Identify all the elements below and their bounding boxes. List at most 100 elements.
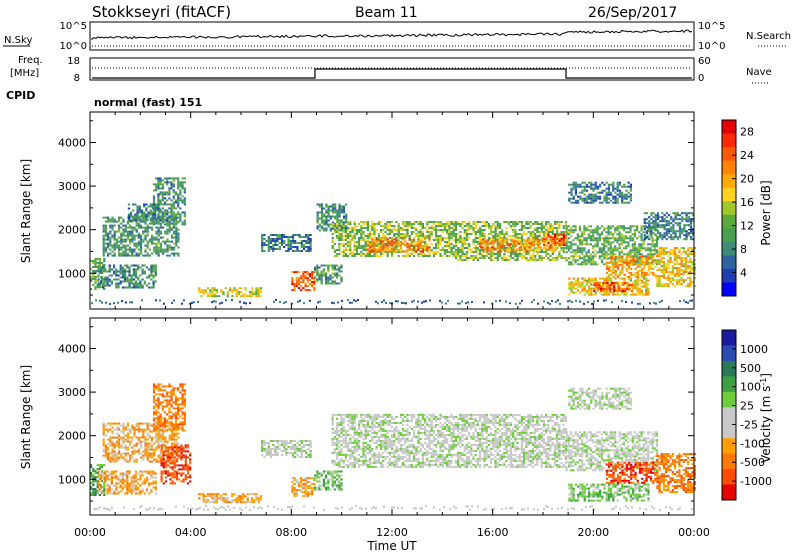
heatmap-cell	[510, 257, 512, 259]
heatmap-cell	[581, 290, 583, 292]
heatmap-cell	[391, 221, 393, 223]
heatmap-cell	[686, 218, 688, 220]
heatmap-cell	[422, 233, 424, 235]
heatmap-cell	[130, 216, 132, 218]
heatmap-cell	[555, 246, 557, 248]
heatmap-cell	[179, 215, 181, 217]
heatmap-cell	[656, 275, 658, 277]
heatmap-cell	[683, 230, 685, 232]
heatmap-cell	[647, 249, 649, 251]
heatmap-cell	[636, 249, 638, 251]
heatmap-cell	[541, 257, 543, 259]
heatmap-cell	[470, 225, 472, 227]
nave-tick-bottom: 0	[698, 73, 704, 84]
heatmap-cell	[630, 225, 632, 227]
heatmap-cell	[387, 244, 389, 246]
heatmap-cell	[150, 275, 152, 277]
heatmap-cell	[135, 285, 137, 287]
heatmap-cell	[153, 213, 155, 215]
heatmap-cell	[514, 255, 516, 257]
heatmap-cell	[530, 225, 532, 227]
heatmap-cell	[184, 181, 186, 183]
heatmap-cell	[402, 238, 404, 240]
heatmap-cell	[131, 301, 133, 303]
heatmap-cell	[179, 183, 181, 185]
heatmap-cell	[209, 295, 211, 297]
heatmap-cell	[457, 239, 459, 241]
heatmap-cell	[499, 231, 501, 233]
heatmap-cell	[122, 255, 124, 257]
heatmap-cell	[336, 269, 338, 271]
heatmap-cell	[321, 214, 323, 216]
heatmap-cell	[145, 218, 147, 220]
heatmap-cell	[122, 269, 124, 271]
heatmap-cell	[105, 233, 107, 235]
heatmap-cell	[597, 300, 599, 302]
heatmap-cell	[495, 233, 497, 235]
heatmap-cell	[301, 236, 303, 238]
heatmap-cell	[249, 293, 251, 295]
heatmap-cell	[139, 287, 141, 289]
heatmap-cell	[120, 233, 122, 235]
heatmap-cell	[448, 255, 450, 257]
heatmap-cell	[150, 273, 152, 275]
heatmap-cell	[321, 273, 323, 275]
heatmap-cell	[616, 233, 618, 235]
heatmap-cell	[99, 494, 101, 496]
heatmap-cell	[566, 231, 568, 233]
heatmap-cell	[621, 235, 623, 237]
heatmap-cell	[566, 257, 568, 259]
heatmap-cell	[597, 239, 599, 241]
heatmap-cell	[166, 241, 168, 243]
heatmap-cell	[100, 271, 102, 273]
heatmap-cell	[332, 239, 334, 241]
heatmap-cell	[340, 267, 342, 269]
heatmap-cell	[613, 272, 615, 274]
heatmap-cell	[667, 265, 669, 267]
heatmap-cell	[245, 302, 247, 304]
heatmap-cell	[485, 242, 487, 244]
heatmap-cell	[496, 240, 498, 242]
heatmap-cell	[510, 255, 512, 257]
heatmap-cell	[343, 225, 345, 227]
heatmap-cell	[153, 219, 155, 221]
heatmap-cell	[473, 259, 475, 261]
heatmap-cell	[345, 253, 347, 255]
heatmap-cell	[109, 249, 111, 251]
heatmap-cell	[521, 233, 523, 235]
heatmap-cell	[321, 265, 323, 267]
heatmap-cell	[675, 222, 677, 224]
heatmap-cell	[638, 249, 640, 251]
heatmap-cell	[681, 273, 683, 275]
heatmap-cell	[236, 295, 238, 297]
heatmap-cell	[575, 227, 577, 229]
heatmap-cell	[393, 238, 395, 240]
heatmap-cell	[109, 239, 111, 241]
heatmap-cell	[292, 250, 294, 252]
heatmap-cell	[664, 224, 666, 226]
heatmap-cell	[637, 270, 639, 272]
heatmap-cell	[334, 283, 336, 285]
heatmap-cell	[270, 242, 272, 244]
heatmap-cell	[173, 195, 175, 197]
heatmap-cell	[623, 280, 625, 282]
heatmap-cell	[598, 286, 600, 288]
heatmap-cell	[329, 283, 331, 285]
heatmap-cell	[173, 183, 175, 185]
heatmap-cell	[641, 245, 643, 247]
heatmap-cell	[685, 301, 687, 303]
heatmap-cell	[131, 251, 133, 253]
heatmap-cell	[354, 221, 356, 223]
heatmap-cell	[157, 183, 159, 185]
heatmap-cell	[683, 249, 685, 251]
heatmap-cell	[142, 233, 144, 235]
heatmap-cell	[607, 288, 609, 290]
heatmap-cell	[666, 230, 668, 232]
heatmap-cell	[621, 278, 623, 280]
heatmap-cell	[688, 216, 690, 218]
heatmap-cell	[274, 242, 276, 244]
heatmap-cell	[514, 235, 516, 237]
heatmap-cell	[181, 303, 183, 305]
heatmap-cell	[650, 272, 652, 274]
heatmap-cell	[435, 227, 437, 229]
